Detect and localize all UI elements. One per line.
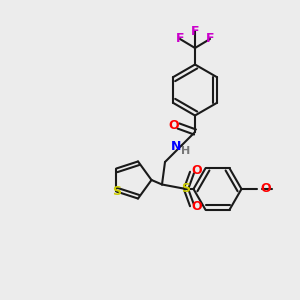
Text: O: O [191,200,202,214]
Text: F: F [191,25,199,38]
Text: S: S [182,182,190,196]
Text: N: N [171,140,181,154]
Text: O: O [260,182,271,196]
Text: F: F [176,32,184,46]
Text: H: H [182,146,190,156]
Text: S: S [112,185,121,198]
Text: O: O [169,119,179,133]
Text: O: O [191,164,202,178]
Text: F: F [206,32,214,46]
